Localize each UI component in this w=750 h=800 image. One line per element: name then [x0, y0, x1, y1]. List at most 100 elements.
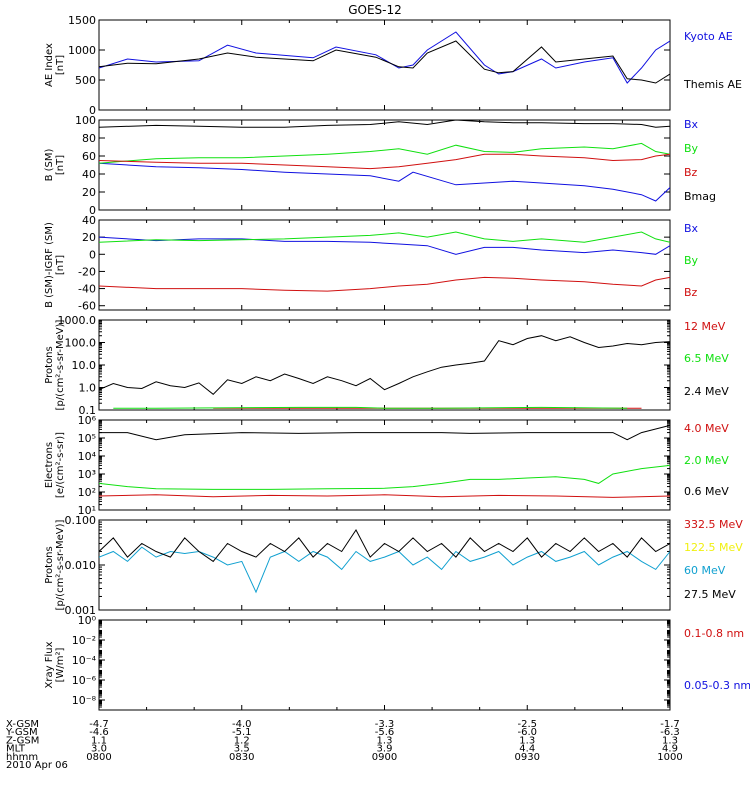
y-axis-unit: [e/(cm²-s-sr)] [55, 432, 66, 498]
y-tick-label: 10.0 [72, 359, 97, 372]
y-tick-label: -20 [78, 265, 96, 278]
x-row-label: MLT [6, 744, 26, 755]
panel-frame [98, 519, 671, 611]
x-row-value: 1.3 [519, 735, 535, 746]
panel-protons2: 0.001 0.010 0.100 Protons [p/(cm²-s-sr-MeV)]… [44, 514, 743, 617]
y-tick-label: 0 [89, 104, 96, 117]
legend-entry: 12 MeV [684, 320, 726, 333]
x-row-value: 4.4 [519, 744, 535, 755]
series-line-4-0-mev [99, 494, 670, 498]
series-line-bx [99, 162, 670, 202]
x-row-label: X-GSM [6, 719, 39, 730]
y-tick-label: 100.0 [65, 337, 97, 350]
legend-entry: 0.6 MeV [684, 485, 729, 498]
x-row-value: -4.6 [89, 727, 109, 738]
y-tick-label: 0.001 [65, 604, 97, 617]
x-row-label: hhmm [6, 752, 38, 763]
y-axis-unit: [nT] [55, 155, 66, 175]
y-axis-unit: [nT] [55, 55, 66, 75]
x-row-value: 3.0 [91, 744, 107, 755]
x-row-value: 1.1 [91, 735, 107, 746]
x-row-value: -5.6 [375, 727, 395, 738]
x-row-value: 1000 [657, 752, 682, 763]
panel-xray: 10⁻⁸ 10⁻⁶ 10⁻⁴ 10⁻² 10⁰ Xray Flux [W/m²] 0.1-0.… [44, 614, 750, 711]
series-line-0-6-mev [99, 424, 670, 441]
legend-entry: 4.0 MeV [684, 422, 729, 435]
x-row-value: 1.2 [234, 735, 250, 746]
legend-entry: 332.5 MeV [684, 518, 743, 531]
legend-entry: By [684, 254, 699, 267]
x-row-value: 1.3 [377, 735, 393, 746]
x-row-value: -1.7 [660, 719, 680, 730]
legend-entry: 0.1-0.8 nm [684, 627, 744, 640]
x-row-value: -3.3 [375, 719, 395, 730]
x-row-value: 3.5 [234, 744, 250, 755]
legend-entry: 0.05-0.3 nm [684, 679, 750, 692]
panel-protons1: 0.1 1.0 10.0 100.0 1000.0 Protons [p/(cm²-s-sr… [44, 314, 729, 417]
legend-entry: Themis AE [683, 78, 742, 91]
y-axis-label: Protons [44, 546, 55, 583]
y-tick-label: 10² [78, 486, 96, 499]
series-line-bmag [99, 120, 670, 128]
x-row-label: Z-GSM [6, 735, 39, 746]
panel-ae: 0 500 1000 1500 AE Index [nT] Kyoto AE Themis A… [44, 14, 742, 117]
series-line-themis-ae [99, 40, 670, 84]
x-row-value: -4.0 [232, 719, 252, 730]
x-axis-table: X-GSM -4.7 -4.0 -3.3 -2.5 -1.7 Y-GSM -4.6 -5.1 -5… [5, 719, 683, 771]
series-line-by [99, 231, 670, 243]
x-row-value: 3.9 [377, 744, 393, 755]
panel-frame [98, 119, 671, 211]
y-tick-label: 10⁻² [72, 634, 96, 647]
series-line-kyoto-ae [99, 31, 670, 84]
y-tick-label: 80 [82, 132, 96, 145]
y-tick-label: 10⁻⁶ [72, 674, 97, 687]
panel-frame [98, 619, 671, 711]
legend-entry: By [684, 142, 699, 155]
y-tick-label: 10⁶ [78, 414, 97, 427]
series-line-bz [99, 153, 670, 170]
series-line-2-4-mev [99, 335, 670, 395]
legend-entry: 27.5 MeV [684, 588, 736, 601]
x-row-value: -6.0 [517, 727, 537, 738]
series-line-bz [99, 276, 670, 292]
y-tick-label: 60 [82, 150, 96, 163]
x-row-value: 4.9 [662, 744, 678, 755]
panel-frame [98, 319, 671, 411]
panel-frame [98, 219, 671, 311]
legend-entry: 2.4 MeV [684, 385, 729, 398]
date-label: 2010 Apr 06 [6, 760, 68, 771]
y-tick-label: 20 [82, 231, 96, 244]
legend-entry: Bx [684, 118, 699, 131]
x-row-value: -6.3 [660, 727, 680, 738]
y-tick-label: 10⁻⁸ [72, 694, 97, 707]
legend-entry: 6.5 MeV [684, 352, 729, 365]
series-line-6-5-mev [113, 406, 628, 409]
y-tick-label: 0.1 [79, 404, 97, 417]
y-tick-label: 10⁴ [78, 450, 97, 463]
y-tick-label: 0.100 [65, 514, 97, 527]
x-row-value: -4.7 [89, 719, 109, 730]
x-row-value: -2.5 [517, 719, 537, 730]
legend-entry: Bmag [684, 190, 716, 203]
panel-electrons: 10¹ 10² 10³ 10⁴ 10⁵ 10⁶ Electrons [e/(cm²-s-sr)… [44, 414, 729, 517]
y-tick-label: -40 [78, 283, 96, 296]
y-tick-label: -60 [78, 300, 96, 313]
series-line-bx [99, 236, 670, 255]
panel-bsm: 0 20 40 60 80 100 B (SM) [nT] Bx By Bz Bmag [44, 114, 716, 217]
y-tick-label: 10¹ [78, 504, 96, 517]
y-axis-unit: [p/(cm²-s-sr-MeV)] [55, 319, 66, 410]
series-line-2-0-mev [99, 464, 670, 490]
y-tick-label: 1500 [68, 14, 96, 27]
y-axis-label: Electrons [44, 442, 55, 488]
series-line-27-5-mev [99, 529, 670, 563]
y-tick-label: 1.0 [79, 382, 97, 395]
series-line-60-mev [99, 546, 670, 594]
y-tick-label: 1000 [68, 44, 96, 57]
y-tick-label: 100 [75, 114, 96, 127]
y-axis-label: Xray Flux [44, 641, 55, 688]
y-tick-label: 0 [89, 204, 96, 217]
y-axis-unit: [W/m²] [55, 647, 66, 682]
y-tick-label: 40 [82, 214, 96, 227]
